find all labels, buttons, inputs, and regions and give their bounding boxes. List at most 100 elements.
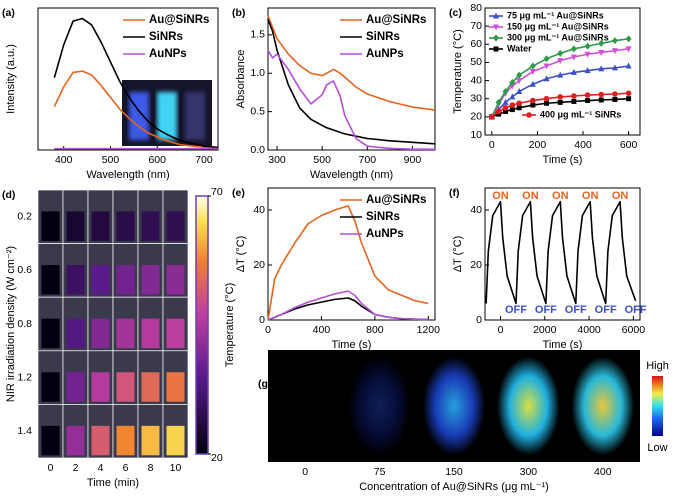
on-label: ON [492, 190, 509, 202]
panel-label: (f) [449, 187, 460, 199]
cell-value [91, 372, 110, 402]
y-tick-label: 60 [470, 38, 482, 50]
series-line [53, 17, 219, 149]
x-tick-label: 500 [313, 154, 331, 166]
column-label: 6 [123, 462, 129, 474]
marker [543, 75, 550, 82]
x-axis-label: Time (min) [87, 477, 139, 489]
marker [584, 67, 591, 74]
marker [495, 108, 502, 115]
marker [571, 98, 577, 104]
legend-label: 300 μg mL⁻¹ Au@SiNRs [507, 32, 609, 42]
series-line [267, 290, 429, 321]
y-tick-label: 0 [476, 314, 482, 326]
marker [495, 98, 502, 106]
cell-value [116, 318, 135, 349]
series-line [267, 205, 429, 321]
y-tick-label: 20 [470, 259, 482, 271]
marker [493, 12, 499, 19]
row-label: 1.2 [17, 371, 32, 383]
marker [516, 100, 522, 107]
x-tick-label: 600 [620, 139, 638, 151]
legend-label: Au@SiNRs [149, 14, 209, 26]
marker [502, 87, 509, 95]
marker [489, 114, 495, 120]
legend-label: SiNRs [149, 31, 183, 43]
vial-glow [185, 92, 205, 140]
inset-photo [122, 80, 212, 146]
marker [543, 95, 550, 102]
panel-label: (b) [232, 7, 245, 19]
cell-value [141, 372, 160, 402]
marker [509, 78, 516, 86]
y-tick-label: 40 [470, 74, 482, 86]
y-tick-label: 10 [470, 129, 482, 141]
marker [570, 45, 577, 53]
legend-label: AuNPs [366, 48, 404, 60]
panel-label: (a) [2, 7, 15, 19]
marker [516, 87, 523, 94]
y-tick-label: 20 [253, 259, 265, 271]
marker [530, 97, 536, 104]
y-axis-label: ΔT (°C) [235, 236, 247, 273]
column-label: 0 [48, 462, 54, 474]
y-tick-label: 1.0 [250, 67, 265, 79]
category-label: 0 [302, 466, 308, 478]
y-tick-label: 50 [470, 56, 482, 68]
cell-value [91, 265, 110, 295]
marker [611, 48, 618, 55]
y-axis-label: NIR irradiation density (W cm⁻²) [5, 246, 17, 402]
cell-value [116, 211, 135, 241]
x-axis-label: Time (s) [543, 339, 583, 351]
category-label: 400 [594, 466, 612, 478]
cell-value [116, 265, 135, 295]
marker [611, 64, 618, 71]
x-tick-label: 700 [359, 154, 377, 166]
column-label: 2 [73, 462, 79, 474]
marker [626, 96, 632, 102]
marker [584, 42, 591, 50]
y-tick-label: 80 [470, 2, 482, 14]
marker [529, 80, 536, 87]
marker [502, 98, 509, 105]
marker [516, 78, 523, 85]
x-tick-label: 400 [574, 139, 592, 151]
row-label: 0.2 [17, 211, 32, 223]
cell-value [41, 211, 60, 241]
marker [612, 96, 618, 102]
y-axis-label: Intensity (a.u.) [5, 44, 17, 114]
marker [544, 100, 550, 106]
marker [557, 71, 564, 78]
y-tick-label: 30 [470, 92, 482, 104]
panel-label: (g) [258, 378, 271, 390]
marker [570, 68, 577, 75]
cell-value [41, 318, 60, 349]
legend-label: 400 μg mL⁻¹ SiNRs [540, 109, 621, 119]
marker [598, 39, 605, 47]
marker [516, 105, 522, 111]
colorbar-low-label: Low [647, 442, 667, 454]
marker [611, 37, 618, 45]
plot-frame [484, 187, 641, 321]
cell-value [166, 265, 185, 295]
x-tick-label: 300 [268, 154, 286, 166]
series-line [485, 200, 637, 305]
marker [526, 112, 532, 118]
x-tick-label: 600 [148, 154, 166, 166]
y-axis-label: Absorbance [235, 50, 247, 109]
cell-value [141, 265, 160, 295]
marker [509, 107, 515, 113]
cell-value [41, 372, 60, 402]
marker [625, 35, 632, 43]
cell-value [166, 211, 185, 241]
row-label: 0.6 [17, 264, 32, 276]
series-line [267, 49, 435, 151]
colorbar-high-label: High [646, 360, 669, 372]
off-label: OFF [595, 304, 617, 316]
cell-value [166, 372, 185, 402]
series-line [267, 19, 436, 145]
marker [493, 34, 499, 42]
marker [612, 91, 618, 97]
x-tick-label: 0 [489, 139, 495, 151]
colorbar [195, 195, 209, 455]
